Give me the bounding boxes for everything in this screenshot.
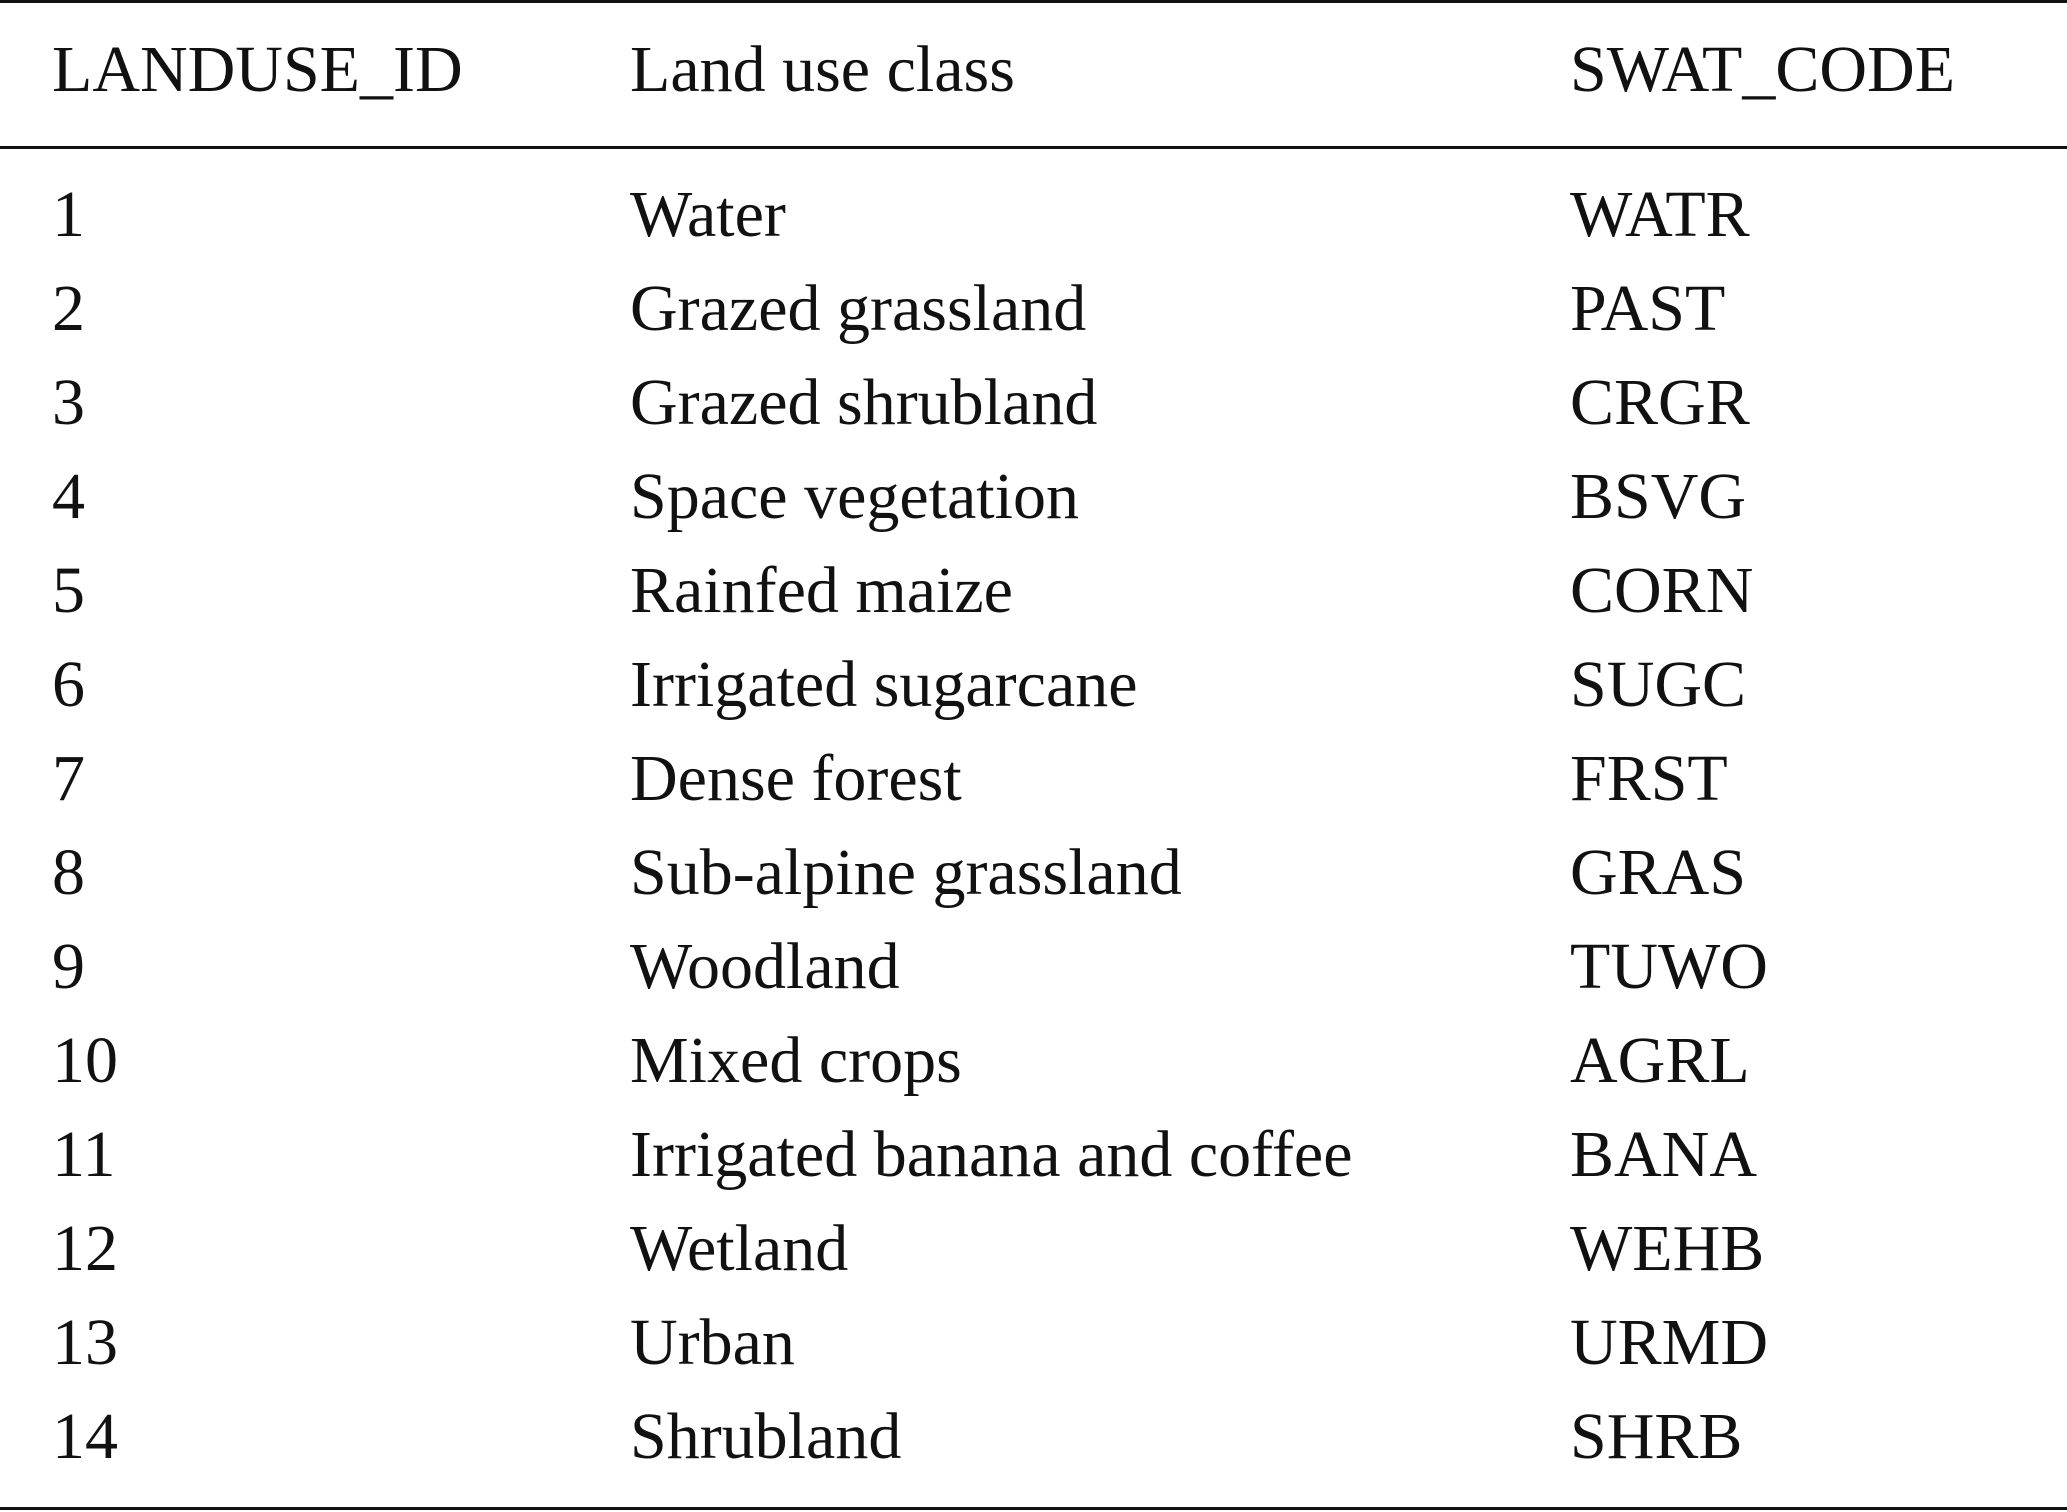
table-row: 12 Wetland WEHB bbox=[0, 1209, 2067, 1303]
cell-swat-code: CORN bbox=[1570, 554, 1754, 627]
cell-land-use-class: Woodland bbox=[630, 930, 900, 1003]
cell-land-use-class: Grazed grassland bbox=[630, 272, 1087, 345]
table-row: 13 Urban URMD bbox=[0, 1303, 2067, 1397]
header-landuse-id: LANDUSE_ID bbox=[52, 33, 463, 106]
table-row: 7 Dense forest FRST bbox=[0, 739, 2067, 833]
table-body: 1 Water WATR 2 Grazed grassland PAST 3 Grazed s… bbox=[0, 175, 2067, 1495]
cell-land-use-class: Irrigated sugarcane bbox=[630, 648, 1138, 721]
table-row: 1 Water WATR bbox=[0, 175, 2067, 269]
cell-landuse-id: 1 bbox=[52, 178, 85, 251]
table-row: 9 Woodland TUWO bbox=[0, 927, 2067, 1021]
cell-landuse-id: 11 bbox=[52, 1118, 116, 1191]
cell-land-use-class: Urban bbox=[630, 1306, 795, 1379]
cell-land-use-class: Shrubland bbox=[630, 1400, 902, 1473]
cell-land-use-class: Irrigated banana and coffee bbox=[630, 1118, 1353, 1191]
header-swat-code: SWAT_CODE bbox=[1570, 33, 1956, 106]
cell-landuse-id: 12 bbox=[52, 1212, 118, 1285]
table-row: 2 Grazed grassland PAST bbox=[0, 269, 2067, 363]
cell-landuse-id: 13 bbox=[52, 1306, 118, 1379]
cell-landuse-id: 10 bbox=[52, 1024, 118, 1097]
cell-swat-code: SUGC bbox=[1570, 648, 1747, 721]
cell-swat-code: URMD bbox=[1570, 1306, 1769, 1379]
cell-swat-code: GRAS bbox=[1570, 836, 1747, 909]
cell-swat-code: SHRB bbox=[1570, 1400, 1743, 1473]
cell-landuse-id: 6 bbox=[52, 648, 85, 721]
cell-land-use-class: Mixed crops bbox=[630, 1024, 962, 1097]
table-row: 5 Rainfed maize CORN bbox=[0, 551, 2067, 645]
cell-landuse-id: 7 bbox=[52, 742, 85, 815]
cell-landuse-id: 2 bbox=[52, 272, 85, 345]
cell-land-use-class: Sub-alpine grassland bbox=[630, 836, 1182, 909]
cell-swat-code: CRGR bbox=[1570, 366, 1750, 439]
header-land-use-class: Land use class bbox=[630, 33, 1015, 106]
cell-swat-code: TUWO bbox=[1570, 930, 1768, 1003]
cell-land-use-class: Rainfed maize bbox=[630, 554, 1013, 627]
cell-swat-code: PAST bbox=[1570, 272, 1726, 345]
cell-landuse-id: 5 bbox=[52, 554, 85, 627]
cell-swat-code: BSVG bbox=[1570, 460, 1747, 533]
cell-landuse-id: 8 bbox=[52, 836, 85, 909]
cell-swat-code: AGRL bbox=[1570, 1024, 1750, 1097]
cell-landuse-id: 14 bbox=[52, 1400, 118, 1473]
cell-landuse-id: 9 bbox=[52, 930, 85, 1003]
table-row: 4 Space vegetation BSVG bbox=[0, 457, 2067, 551]
cell-landuse-id: 4 bbox=[52, 460, 85, 533]
table-row: 8 Sub-alpine grassland GRAS bbox=[0, 833, 2067, 927]
cell-land-use-class: Space vegetation bbox=[630, 460, 1079, 533]
cell-land-use-class: Wetland bbox=[630, 1212, 849, 1285]
cell-land-use-class: Grazed shrubland bbox=[630, 366, 1098, 439]
cell-land-use-class: Dense forest bbox=[630, 742, 962, 815]
cell-swat-code: WATR bbox=[1570, 178, 1750, 251]
cell-swat-code: BANA bbox=[1570, 1118, 1758, 1191]
cell-swat-code: FRST bbox=[1570, 742, 1728, 815]
table-top-rule bbox=[0, 0, 2067, 3]
cell-landuse-id: 3 bbox=[52, 366, 85, 439]
table-bottom-rule bbox=[0, 1507, 2067, 1510]
table-row: 14 Shrubland SHRB bbox=[0, 1397, 2067, 1491]
table-row: 6 Irrigated sugarcane SUGC bbox=[0, 645, 2067, 739]
table-header-rule bbox=[0, 146, 2067, 149]
table-row: 11 Irrigated banana and coffee BANA bbox=[0, 1115, 2067, 1209]
cell-land-use-class: Water bbox=[630, 178, 786, 251]
table-row: 3 Grazed shrubland CRGR bbox=[0, 363, 2067, 457]
cell-swat-code: WEHB bbox=[1570, 1212, 1765, 1285]
table-row: 10 Mixed crops AGRL bbox=[0, 1021, 2067, 1115]
